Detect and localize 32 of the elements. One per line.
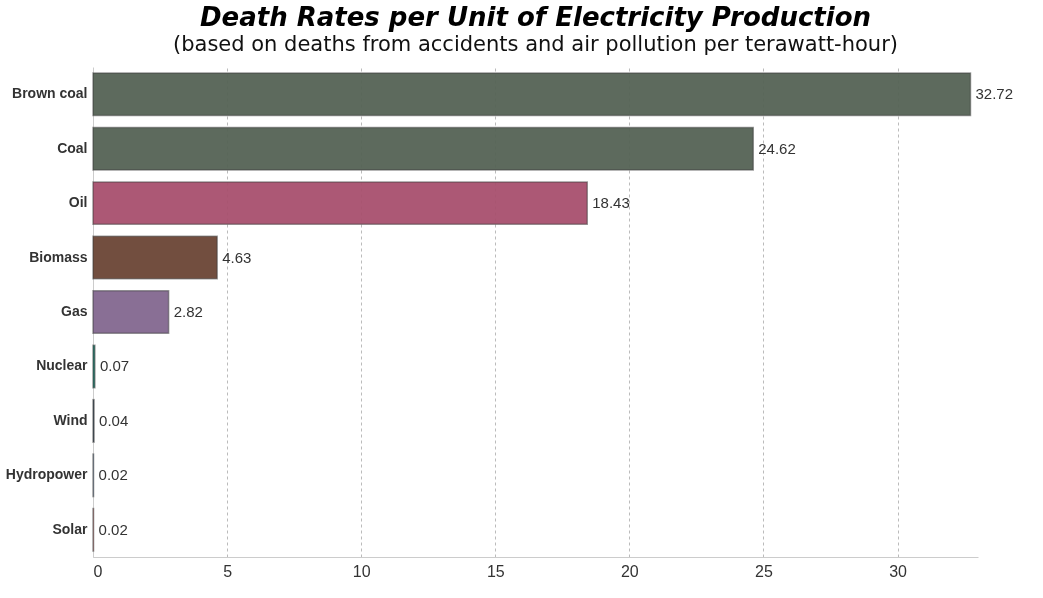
- x-tick-label: 0: [93, 562, 103, 580]
- y-tick-label: Oil: [68, 194, 88, 211]
- bar: [92, 126, 755, 171]
- data-label: 0.07: [99, 357, 130, 375]
- y-tick-label: Nuclear: [36, 357, 89, 374]
- bar: [92, 290, 170, 334]
- y-tick-label: Coal: [57, 139, 88, 156]
- chart-subtitle: (based on deaths from accidents and air pollution per terawatt-hour): [173, 32, 898, 56]
- x-tick-label: 30: [889, 562, 908, 580]
- data-label: 32.72: [975, 85, 1014, 103]
- data-label: 0.04: [99, 411, 129, 429]
- data-label: 0.02: [98, 520, 128, 538]
- x-tick-label: 15: [486, 562, 505, 580]
- y-tick-label: Gas: [61, 303, 88, 319]
- chart-title: Death Rates per Unit of Electricity Production: [199, 2, 872, 32]
- y-tick-label: Hydropower: [5, 466, 89, 483]
- y-tick-label: Brown coal: [12, 85, 88, 102]
- x-tick-label: 25: [755, 562, 773, 580]
- y-tick-label: Biomass: [29, 248, 88, 265]
- x-tick-label: 20: [620, 562, 639, 580]
- data-label: 0.02: [98, 466, 128, 484]
- bar: [92, 181, 589, 226]
- bar: [92, 72, 972, 117]
- data-label: 4.63: [222, 248, 252, 266]
- data-label: 24.62: [758, 139, 796, 157]
- y-tick-label: Solar: [52, 520, 89, 537]
- y-tick-label: Wind: [53, 411, 88, 428]
- data-label: 2.82: [173, 303, 203, 320]
- data-label: 18.43: [592, 194, 630, 212]
- x-tick-label: 10: [352, 562, 371, 580]
- bar: [92, 235, 218, 280]
- x-tick-label: 5: [223, 562, 233, 580]
